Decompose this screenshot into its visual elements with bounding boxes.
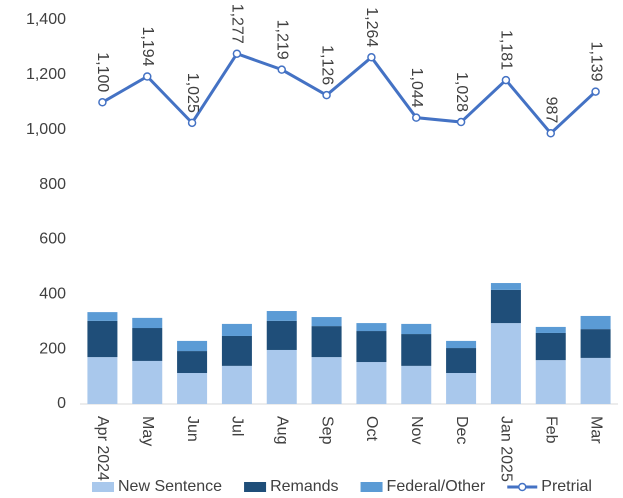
bar [490,283,521,290]
data-label: 1,025 [184,73,201,113]
data-label: 1,126 [318,45,335,85]
bar [401,365,432,404]
line-marker [591,87,600,96]
line-marker [143,72,152,81]
bar [580,315,611,330]
bar [580,357,611,404]
data-label: 1,219 [274,20,291,60]
data-label: 1,044 [408,68,425,108]
legend-label: Pretrial [541,478,592,495]
line-marker [187,118,197,128]
bar [132,317,163,329]
legend-marker [518,482,527,492]
legend-label: Remands [270,478,338,495]
line-marker [456,117,466,127]
bar [221,323,252,336]
line-marker [546,129,555,138]
bar [446,373,477,404]
legend-swatch [92,482,114,492]
y-tick-label: 400 [39,286,66,303]
line-marker [501,75,511,85]
y-tick-label: 0 [57,395,66,412]
bar [221,365,252,404]
bar [535,326,566,333]
bar [535,332,566,361]
line-marker [322,90,331,100]
data-label: 987 [543,97,560,124]
line-marker [232,49,242,58]
bar [401,323,432,335]
line-marker [367,53,376,62]
legend-swatch [360,482,383,492]
line-marker [412,113,421,122]
bar [311,317,342,327]
data-label: 1,181 [498,30,515,70]
line-marker [98,98,107,107]
bar [535,360,566,404]
y-tick-label: 200 [39,340,66,357]
bar [490,289,521,324]
bar [356,362,387,404]
bar [401,334,432,366]
bar [490,323,521,404]
x-tick-label: Mar [587,416,604,444]
y-tick-label: 1,400 [26,11,66,28]
bar [132,360,163,404]
bar [356,323,387,332]
y-tick-label: 800 [39,176,66,193]
x-tick-label: Aug [274,416,291,444]
bar [221,335,252,366]
bar [311,326,342,358]
x-tick-label: Jan 2025 [498,416,515,482]
bar [446,348,477,374]
x-tick-label: Jul [229,416,246,436]
x-tick-label: May [139,416,156,446]
y-tick-label: 600 [39,231,66,248]
data-label: 1,100 [94,52,111,92]
bar [87,357,118,404]
data-label: 1,277 [229,4,246,44]
data-label: 1,139 [587,42,604,82]
bar [311,357,342,404]
x-tick-label: Dec [453,416,470,444]
bar [177,340,208,352]
bar [87,320,118,358]
x-tick-label: Apr 2024 [94,416,111,481]
data-label: 1,028 [453,72,470,112]
data-label: 1,194 [139,26,156,66]
legend-label: New Sentence [118,478,222,495]
bar [132,328,163,361]
x-tick-label: Jun [184,416,201,442]
legend-label: Federal/Other [387,478,486,495]
x-tick-label: Sep [318,416,335,445]
line [101,51,597,136]
line-marker [277,65,286,74]
bar [177,373,208,404]
bar [446,340,477,349]
x-tick-label: Nov [408,416,425,444]
bar [266,349,297,404]
legend-swatch [244,482,267,492]
bar [580,329,611,358]
bar [266,311,297,321]
y-tick-label: 1,200 [26,66,66,83]
y-tick-label: 1,000 [26,121,66,138]
bar [177,351,208,374]
bar [87,312,118,321]
data-label: 1,264 [363,7,380,47]
bar [356,331,387,363]
bar [266,320,297,350]
x-tick-label: Oct [363,416,380,441]
x-tick-label: Feb [543,416,560,444]
